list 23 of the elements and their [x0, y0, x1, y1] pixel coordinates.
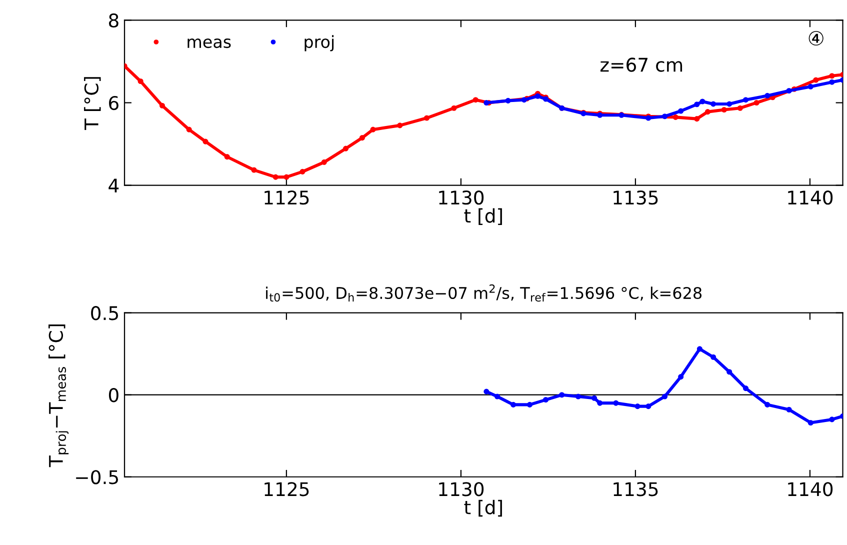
x-tick-label: 1135 [614, 482, 658, 496]
y-tick-label: 8 [108, 13, 118, 28]
x-axis-title: t [d] [464, 500, 502, 517]
chart-title: i$_{t0}$=500, D$_{h}$=8.3073e−07 m$^{2}$/s, T$_{ref}$=1.5696 °C, k=628 [266, 284, 702, 302]
y-tick-label: −0.5 [76, 470, 118, 484]
x-tick-label: 1125 [264, 190, 309, 205]
y-tick-label: 4 [108, 178, 119, 192]
x-tick-label: 1135 [614, 190, 658, 205]
x-tick-label: 1140 [788, 190, 833, 205]
x-tick-label: 1125 [264, 482, 309, 496]
y-axis-title: T$_{proj}$−T$_{meas}$ [°C] [48, 324, 69, 468]
x-tick-label: 1140 [788, 482, 833, 496]
y-tick-label: 0 [108, 388, 118, 402]
x-tick-label: 1130 [439, 482, 484, 496]
annotation: ④ [808, 30, 824, 46]
y-axis-title: T [°C] [84, 77, 101, 130]
x-axis-title: t [d] [464, 208, 502, 226]
x-tick-label: 1130 [439, 190, 484, 205]
annotation: z=67 cm [600, 58, 682, 72]
y-tick-label: 0.5 [91, 306, 118, 320]
legend-label: proj [304, 35, 334, 52]
legend-label: meas [188, 38, 231, 48]
y-tick-label: 6 [109, 96, 118, 110]
